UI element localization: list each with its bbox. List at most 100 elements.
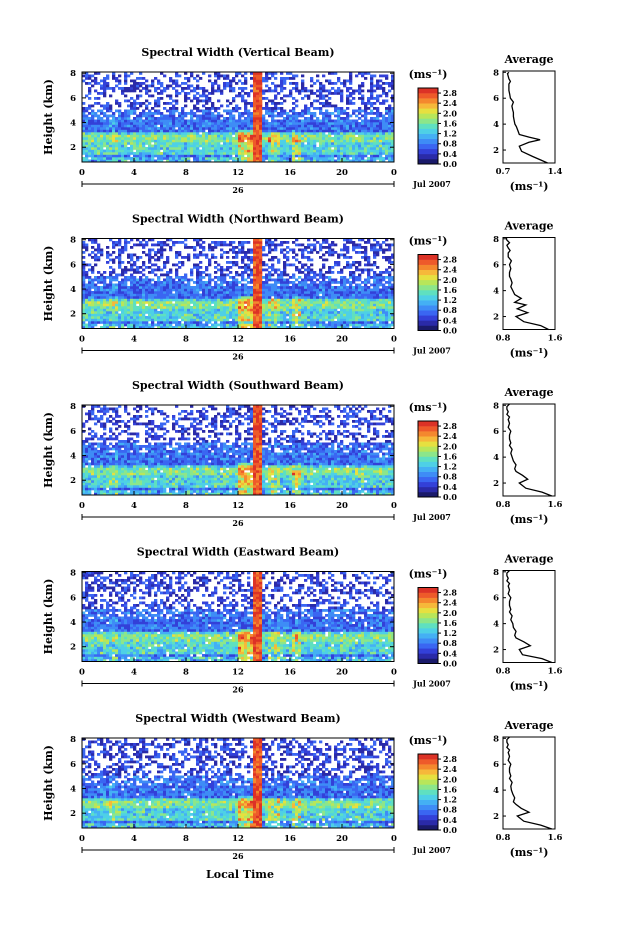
- heatmap-cell: [175, 92, 179, 95]
- heatmap-cell: [280, 308, 284, 312]
- heatmap-cell: [286, 154, 290, 158]
- heatmap-cell: [184, 318, 188, 322]
- heatmap-cell: [238, 286, 242, 289]
- heatmap-cell: [274, 293, 278, 297]
- heatmap-cell: [247, 318, 251, 322]
- heatmap-cell: [181, 149, 185, 153]
- heatmap-cell: [190, 89, 194, 93]
- heatmap-cell: [88, 313, 92, 317]
- heatmap-cell: [325, 316, 329, 319]
- heatmap-cell: [319, 318, 323, 322]
- heatmap-cell: [352, 89, 356, 93]
- heatmap-cell: [106, 326, 110, 329]
- heatmap-cell: [256, 286, 260, 289]
- heatmap-cell: [193, 132, 197, 135]
- heatmap-cell: [223, 308, 227, 312]
- heatmap-cell: [193, 104, 197, 108]
- heatmap-cell: [181, 308, 185, 312]
- heatmap-cell: [115, 321, 119, 324]
- heatmap-cell: [169, 326, 173, 329]
- heatmap-cell: [358, 149, 362, 153]
- heatmap-cell: [103, 122, 107, 125]
- heatmap-cell: [187, 301, 191, 304]
- heatmap-cell: [268, 152, 272, 155]
- heatmap-cell: [220, 159, 224, 163]
- heatmap-cell: [280, 109, 284, 113]
- heatmap-cell: [388, 154, 392, 158]
- heatmap-cell: [301, 298, 305, 302]
- heatmap-cell: [115, 303, 119, 307]
- heatmap-cell: [178, 283, 182, 287]
- heatmap-cell: [205, 89, 209, 93]
- heatmap-cell: [103, 137, 107, 140]
- heatmap-cell: [280, 142, 284, 145]
- heatmap-cell: [169, 117, 173, 120]
- heatmap-cell: [223, 286, 227, 289]
- heatmap-cell: [376, 114, 380, 118]
- heatmap-cell: [133, 271, 137, 274]
- heatmap-cell: [199, 286, 203, 289]
- heatmap-cell: [238, 248, 242, 252]
- heatmap-cell: [160, 112, 164, 115]
- heatmap-cell: [106, 117, 110, 120]
- heatmap-cell: [133, 159, 137, 163]
- heatmap-cell: [133, 152, 137, 155]
- heatmap-cell: [274, 159, 278, 163]
- heatmap-cell: [274, 119, 278, 123]
- heatmap-cell: [313, 92, 317, 95]
- heatmap-cell: [169, 278, 173, 282]
- heatmap-cell: [163, 122, 167, 125]
- heatmap-cell: [238, 154, 242, 158]
- heatmap-cell: [160, 293, 164, 297]
- heatmap-cell: [145, 291, 149, 294]
- heatmap-cell: [271, 248, 275, 252]
- heatmap-cell: [214, 137, 218, 140]
- heatmap-cell: [247, 139, 251, 143]
- heatmap-cell: [376, 94, 380, 98]
- heatmap-cell: [130, 303, 134, 307]
- heatmap-cell: [262, 321, 266, 324]
- heatmap-cell: [262, 149, 266, 153]
- heatmap-cell: [310, 157, 314, 160]
- heatmap-cell: [322, 316, 326, 319]
- heatmap-cell: [265, 283, 269, 287]
- heatmap-cell: [349, 142, 353, 145]
- heatmap-cell: [190, 154, 194, 158]
- heatmap-cell: [82, 323, 86, 327]
- heatmap-cell: [355, 152, 359, 155]
- heatmap-cell: [181, 127, 185, 130]
- heatmap-cell: [286, 94, 290, 98]
- heatmap-cell: [124, 132, 128, 135]
- heatmap-cell: [94, 256, 98, 259]
- heatmap-cell: [262, 122, 266, 125]
- heatmap-cell: [205, 132, 209, 135]
- heatmap-cell: [259, 114, 263, 118]
- heatmap-cell: [259, 147, 263, 150]
- heatmap-cell: [334, 122, 338, 125]
- heatmap-cell: [298, 276, 302, 279]
- heatmap-cell: [142, 288, 146, 292]
- heatmap-cell: [238, 318, 242, 322]
- heatmap-cell: [91, 293, 95, 297]
- heatmap-cell: [88, 278, 92, 282]
- heatmap-cell: [100, 142, 104, 145]
- heatmap-cell: [307, 129, 311, 133]
- heatmap-cell: [121, 134, 125, 138]
- heatmap-cell: [157, 301, 161, 304]
- heatmap-cell: [139, 318, 143, 322]
- heatmap-cell: [358, 142, 362, 145]
- heatmap-cell: [292, 147, 296, 150]
- heatmap-cell: [241, 298, 245, 302]
- heatmap-cell: [88, 104, 92, 108]
- heatmap-cell: [214, 117, 218, 120]
- heatmap-cell: [289, 159, 293, 163]
- heatmap-cell: [280, 137, 284, 140]
- heatmap-cell: [127, 112, 131, 115]
- heatmap-cell: [334, 139, 338, 143]
- heatmap-cell: [187, 293, 191, 297]
- heatmap-cell: [337, 139, 341, 143]
- heatmap-cell: [388, 89, 392, 93]
- heatmap-cell: [124, 246, 128, 249]
- heatmap-cell: [259, 298, 263, 302]
- heatmap-cell: [142, 132, 146, 135]
